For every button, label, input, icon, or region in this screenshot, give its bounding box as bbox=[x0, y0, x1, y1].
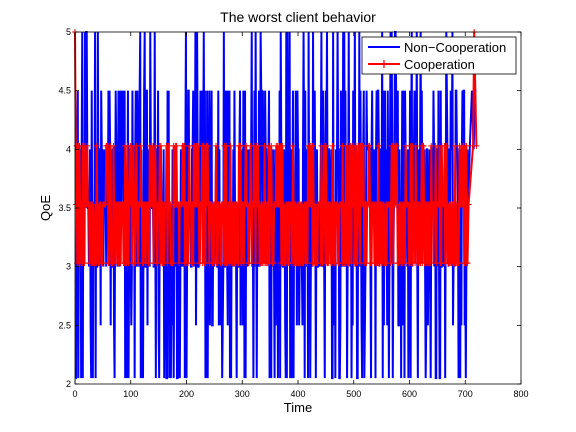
data-point-marker bbox=[443, 142, 450, 149]
series-cooperation bbox=[72, 29, 480, 267]
data-point-marker bbox=[254, 142, 261, 149]
data-point-marker bbox=[279, 142, 286, 149]
data-point-marker bbox=[237, 142, 244, 149]
data-point-marker bbox=[213, 142, 220, 149]
data-point-marker bbox=[360, 142, 367, 149]
data-point-marker bbox=[110, 142, 117, 149]
data-point-marker bbox=[304, 260, 311, 267]
data-point-marker bbox=[412, 142, 419, 149]
data-point-marker bbox=[93, 142, 100, 149]
series-layer bbox=[72, 29, 480, 380]
x-tick-label: 100 bbox=[123, 389, 138, 399]
y-tick-label: 5 bbox=[66, 27, 71, 37]
data-point-marker bbox=[463, 142, 470, 149]
data-point-marker bbox=[310, 142, 317, 149]
data-point-marker bbox=[227, 142, 234, 149]
data-point-marker bbox=[329, 142, 336, 149]
legend-plus-marker bbox=[380, 60, 388, 68]
data-point-marker bbox=[465, 201, 472, 208]
data-point-marker bbox=[473, 142, 480, 149]
legend-label-non-cooperation: Non−Cooperation bbox=[404, 40, 506, 55]
data-point-marker bbox=[464, 260, 471, 267]
data-point-marker bbox=[173, 142, 180, 149]
data-point-marker bbox=[420, 142, 427, 149]
data-point-marker bbox=[393, 142, 400, 149]
data-point-marker bbox=[289, 142, 296, 149]
y-tick-label: 2 bbox=[66, 379, 71, 389]
x-tick-label: 200 bbox=[179, 389, 194, 399]
data-point-marker bbox=[81, 260, 88, 267]
chart-title: The worst client behavior bbox=[220, 9, 376, 25]
data-point-marker bbox=[165, 142, 172, 149]
x-tick-label: 400 bbox=[290, 389, 305, 399]
data-point-marker bbox=[220, 201, 227, 208]
x-tick-label: 500 bbox=[346, 389, 361, 399]
y-axis: 2 2.5 3 3.5 4 4.5 5 bbox=[58, 27, 521, 389]
data-point-marker bbox=[170, 260, 177, 267]
data-point-marker bbox=[270, 260, 277, 267]
legend-marker-cooperation bbox=[380, 60, 388, 68]
data-point-marker bbox=[157, 142, 164, 149]
data-point-marker bbox=[176, 260, 183, 267]
data-point-marker bbox=[181, 142, 188, 149]
data-point-marker bbox=[366, 142, 373, 149]
legend-box bbox=[361, 36, 517, 75]
y-tick-label: 2.5 bbox=[58, 320, 71, 330]
data-point-marker bbox=[137, 142, 144, 149]
data-point-marker bbox=[84, 142, 91, 149]
y-axis-label: QoE bbox=[38, 195, 53, 221]
data-point-marker bbox=[375, 142, 382, 149]
x-axis: 0 100 200 300 400 500 600 700 800 bbox=[72, 32, 529, 399]
y-tick-label: 3 bbox=[66, 262, 71, 272]
data-point-marker bbox=[99, 260, 106, 267]
data-point-marker bbox=[268, 142, 275, 149]
data-point-marker bbox=[455, 260, 462, 267]
legend: Non−Cooperation Cooperation bbox=[361, 36, 517, 75]
legend-label-cooperation: Cooperation bbox=[404, 57, 475, 72]
data-point-marker bbox=[190, 260, 197, 267]
data-point-marker bbox=[204, 142, 211, 149]
x-tick-label: 0 bbox=[72, 389, 77, 399]
x-tick-label: 800 bbox=[513, 389, 528, 399]
x-tick-label: 700 bbox=[458, 389, 473, 399]
y-tick-label: 3.5 bbox=[58, 203, 71, 213]
data-point-marker bbox=[322, 142, 329, 149]
x-tick-label: 300 bbox=[235, 389, 250, 399]
data-point-marker bbox=[402, 142, 409, 149]
x-axis-label: Time bbox=[284, 400, 312, 415]
y-tick-label: 4.5 bbox=[58, 86, 71, 96]
y-tick-label: 4 bbox=[66, 144, 71, 154]
x-tick-label: 600 bbox=[402, 389, 417, 399]
